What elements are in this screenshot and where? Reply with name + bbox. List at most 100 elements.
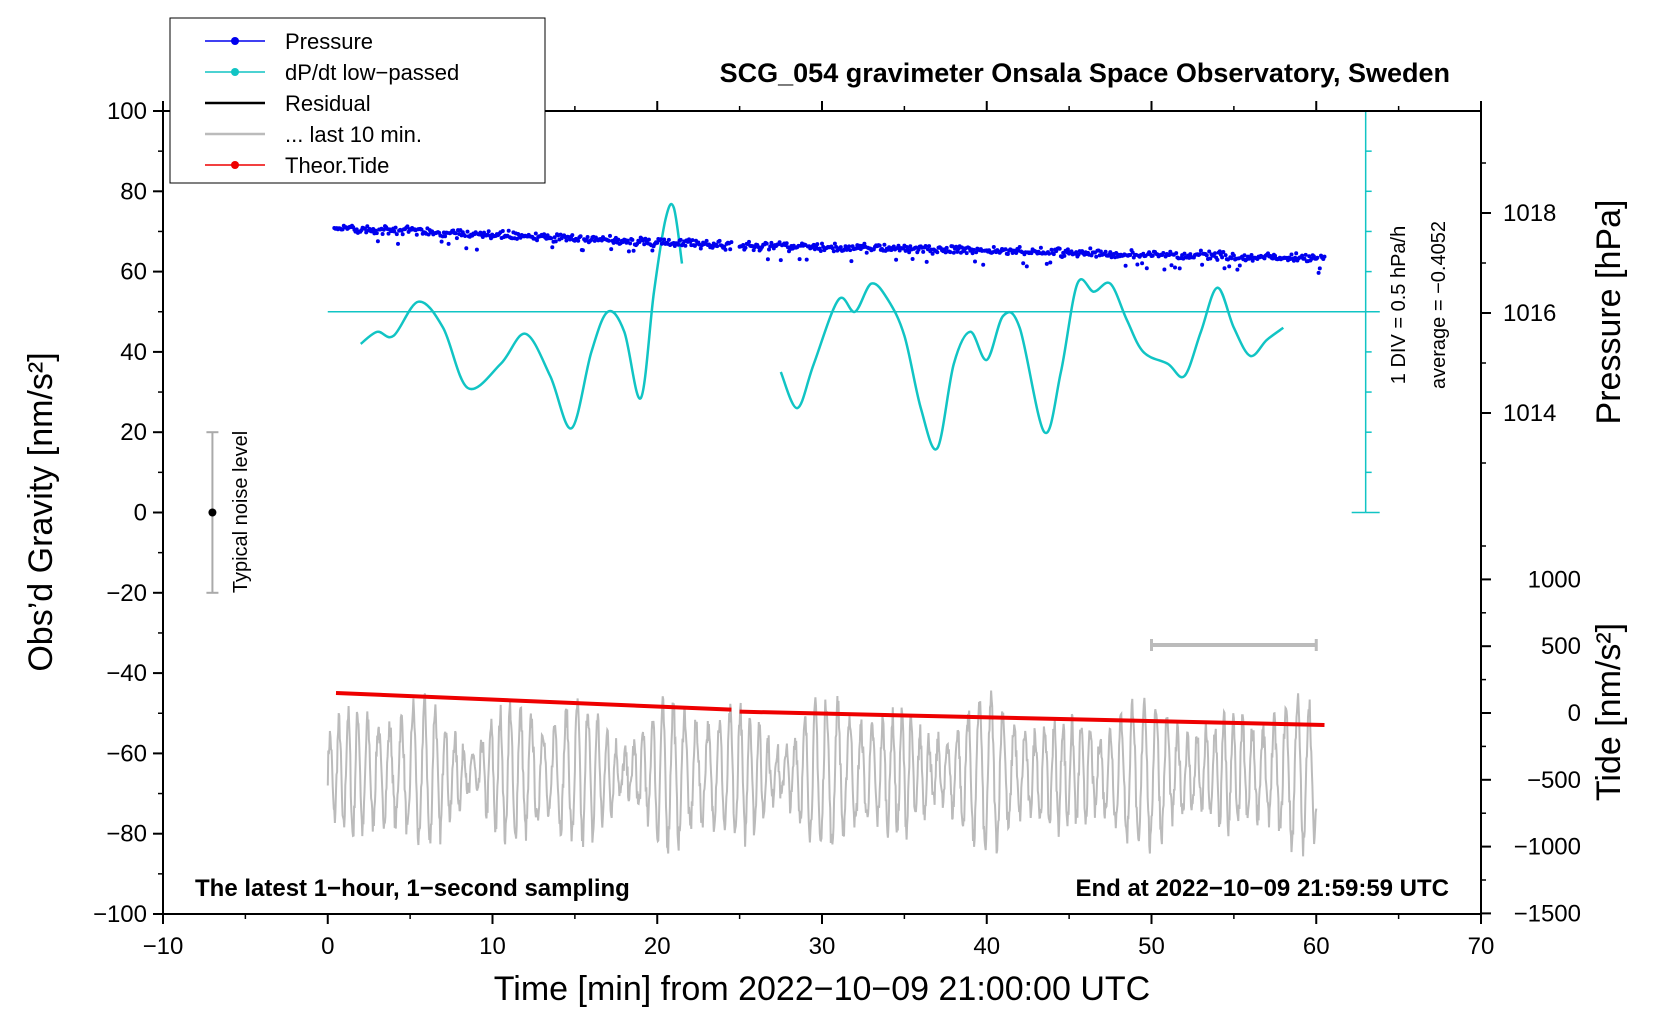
pressure-point [1249, 253, 1254, 257]
pressure-point [637, 240, 642, 244]
pressure-point [948, 250, 953, 255]
pressure-point [1062, 253, 1067, 258]
pressure-point [1273, 253, 1278, 258]
pressure-axis-tick-label: 1018 [1503, 200, 1556, 227]
pressure-point [1248, 256, 1253, 260]
pressure-point [576, 238, 581, 243]
pressure-point [729, 240, 734, 245]
noise-bar-center [208, 508, 217, 517]
pressure-point [1065, 247, 1070, 252]
pressure-point [464, 246, 469, 251]
legend-label: Theor.Tide [285, 153, 389, 178]
pressure-point [784, 241, 789, 246]
x-axis-tick-label: 30 [809, 933, 836, 960]
pressure-point [741, 243, 746, 247]
pressure-point [1174, 251, 1179, 256]
pressure-point [1223, 253, 1228, 258]
pressure-point [1182, 251, 1187, 256]
pressure-point [1204, 253, 1209, 258]
pressure-point [1088, 246, 1093, 251]
pressure-point [405, 224, 410, 229]
pressure-point [666, 237, 671, 242]
pressure-point [1291, 258, 1296, 263]
end-time-note: End at 2022−10−09 21:59:59 UTC [1075, 875, 1449, 902]
pressure-point [453, 231, 458, 236]
x-axis-tick-label: 50 [1138, 933, 1165, 960]
pressure-point [849, 259, 854, 264]
pressure-point [1150, 253, 1155, 258]
pressure-point [820, 241, 824, 246]
pressure-point [1169, 263, 1174, 268]
pressure-point [1222, 266, 1227, 271]
pressure-point [363, 226, 367, 231]
pressure-point [981, 262, 986, 267]
pressure-point [765, 257, 770, 262]
pressure-axis-tick-label: 1014 [1503, 400, 1556, 427]
legend: Pressure dP/dt low−passed Residual ... last… [169, 17, 546, 184]
pressure-point [683, 243, 688, 248]
pressure-point [843, 244, 848, 249]
pressure-point [1051, 252, 1056, 257]
pressure-point [1198, 248, 1203, 253]
pressure-point [1140, 261, 1145, 266]
pressure-point [698, 246, 703, 251]
pressure-point [1270, 256, 1275, 261]
pressure-point [715, 244, 720, 249]
pressure-point [609, 247, 614, 252]
pressure-point [882, 242, 887, 247]
pressure-point [930, 251, 935, 256]
pressure-point [908, 244, 913, 249]
pressure-point [1167, 253, 1172, 257]
tide-axis-tick-label: −1500 [1514, 900, 1581, 927]
pressure-point [535, 238, 539, 243]
pressure-point [1017, 245, 1022, 249]
x-axis-title: Time [min] from 2022−10−09 21:00:00 UTC [494, 970, 1150, 1008]
y-axis-tick-label: −100 [93, 901, 147, 928]
pressure-point [439, 239, 444, 244]
pressure-point [1144, 266, 1149, 271]
y-axis-tick-label: 100 [107, 98, 147, 125]
pressure-point [533, 231, 538, 236]
pressure-point [831, 249, 836, 254]
pressure-point [955, 249, 960, 254]
pressure-point [1168, 249, 1173, 254]
pressure-point [944, 245, 949, 250]
pressure-point [1229, 256, 1234, 261]
pressure-point [1047, 251, 1052, 256]
pressure-point [722, 244, 727, 249]
pressure-point [578, 234, 583, 239]
pressure-point [1309, 256, 1314, 261]
pressure-point [1103, 249, 1108, 254]
y-axis-tick-label: −80 [106, 821, 147, 848]
pressure-point [960, 245, 964, 250]
pressure-point [374, 231, 379, 236]
pressure-point [894, 257, 899, 262]
legend-swatch-dot [231, 37, 239, 45]
pressure-point [1123, 263, 1128, 268]
pressure-point [392, 229, 397, 234]
pressure-point [506, 228, 511, 233]
x-axis-tick-label: 40 [973, 933, 1000, 960]
dpdt-scale-label: 1 DIV = 0.5 hPa/h [1388, 226, 1410, 384]
legend-swatch-dot [231, 161, 239, 169]
pressure-point [848, 248, 853, 253]
tide-axis-tick-label: −500 [1527, 767, 1581, 794]
pressure-point [877, 243, 882, 248]
pressure-point [743, 245, 748, 250]
pressure-point [550, 245, 555, 250]
pressure-point [1200, 262, 1205, 267]
pressure-point [864, 250, 869, 255]
pressure-point [1003, 247, 1008, 252]
tide-series-line [739, 709, 1325, 728]
pressure-point [747, 239, 751, 244]
pressure-point [1293, 255, 1298, 260]
pressure-point [1300, 253, 1305, 258]
pressure-point [375, 239, 380, 244]
pressure-point [1177, 266, 1182, 271]
pressure-point [970, 251, 975, 256]
tide-axis-title: Tide [nm/s²] [1590, 623, 1628, 801]
legend-label: Residual [285, 91, 371, 116]
pressure-point [1057, 246, 1062, 251]
pressure-point [662, 237, 667, 242]
